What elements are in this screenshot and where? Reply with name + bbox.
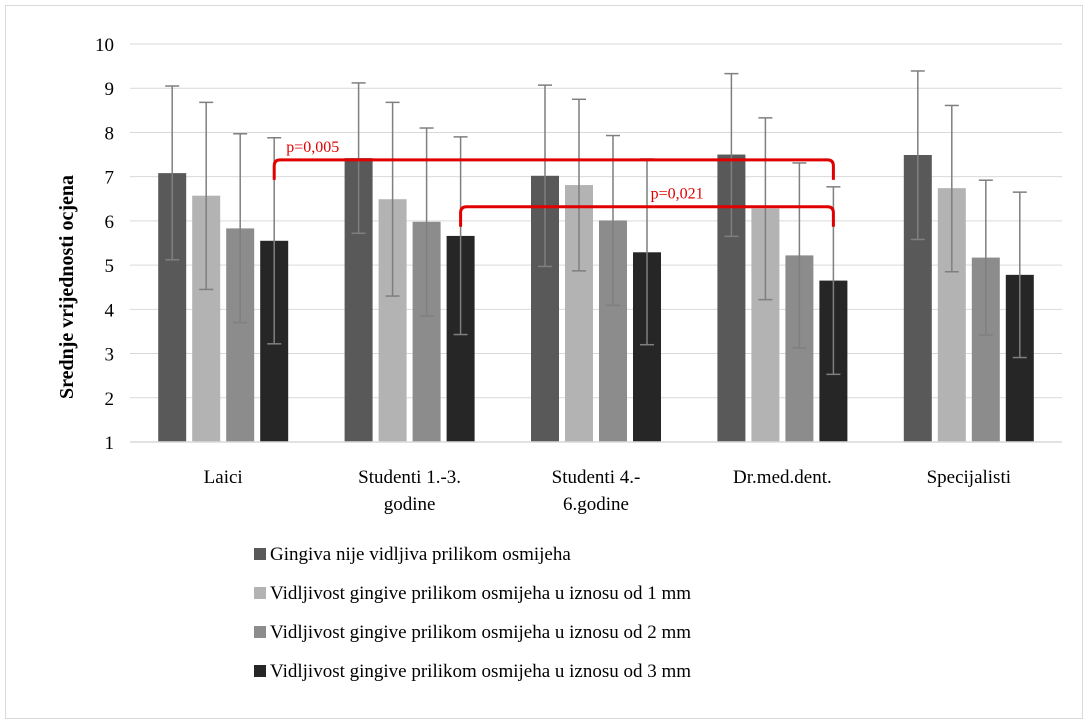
y-tick-label: 2 [105, 389, 115, 410]
significance-bracket [272, 158, 835, 180]
y-tick-label: 7 [105, 168, 115, 189]
legend: Gingiva nije vidljiva prilikom osmijeha V… [254, 544, 691, 682]
legend-label: Vidljivost gingive prilikom osmijeha u i… [270, 661, 691, 682]
x-tick-label-line: Dr.med.dent. [733, 467, 832, 488]
x-tick-label-line: Studenti 4.- [552, 467, 641, 488]
legend-swatch [254, 626, 266, 638]
x-tick-label-line: 6.godine [563, 494, 629, 515]
legend-swatch [254, 665, 266, 677]
y-tick-label: 9 [105, 79, 115, 100]
x-tick-label: Studenti 1.-3. godine [358, 467, 461, 515]
x-axis: Laici Studenti 1.-3. godine Studenti 4.- 6.g… [130, 441, 1062, 515]
legend-swatch [254, 548, 266, 560]
x-tick-label-line: Studenti 1.-3. [358, 467, 461, 488]
y-axis-ticks: 1 2 3 4 5 6 7 8 9 10 [95, 35, 115, 454]
y-tick-label: 1 [105, 433, 115, 454]
significance-annotations: p=0,005 p=0,021 [272, 139, 835, 227]
y-tick-label: 6 [105, 212, 115, 233]
y-axis-title: Srednje vrijednosti ocjena [56, 175, 78, 399]
legend-label: Gingiva nije vidljiva prilikom osmijeha [270, 544, 571, 565]
y-tick-label: 4 [105, 300, 115, 321]
y-tick-label: 5 [105, 256, 115, 277]
bars [158, 154, 1034, 443]
x-tick-label: Laici [204, 467, 243, 488]
legend-swatch [254, 587, 266, 599]
x-tick-label: Dr.med.dent. [733, 467, 832, 488]
legend-label: Vidljivost gingive prilikom osmijeha u i… [270, 583, 691, 604]
significance-bracket [459, 205, 835, 227]
x-tick-label: Studenti 4.- 6.godine [552, 467, 641, 515]
x-tick-label-line: godine [384, 494, 436, 515]
x-tick-label-line: Specijalisti [927, 467, 1011, 488]
p-value-label: p=0,005 [286, 139, 339, 156]
x-tick-label: Specijalisti [927, 467, 1011, 488]
legend-label: Vidljivost gingive prilikom osmijeha u i… [270, 622, 691, 643]
x-tick-label-line: Laici [204, 467, 243, 488]
p-value-label: p=0,021 [651, 186, 704, 203]
y-tick-label: 8 [105, 123, 115, 144]
y-tick-label: 3 [105, 345, 115, 366]
y-tick-label: 10 [95, 35, 114, 56]
